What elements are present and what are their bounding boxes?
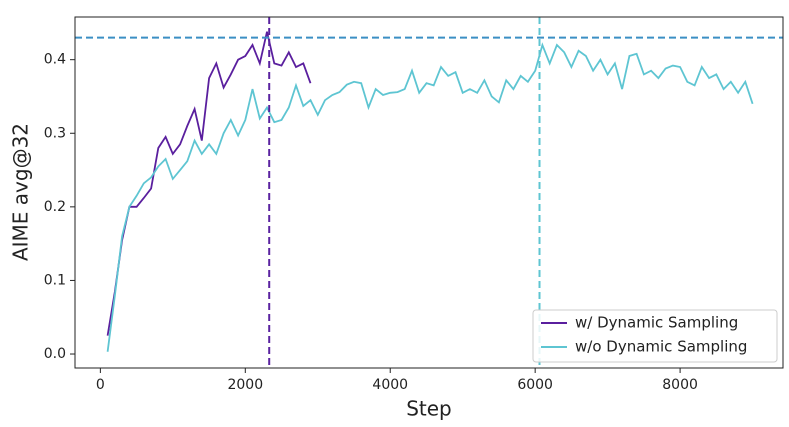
x-axis-title: Step bbox=[406, 397, 452, 421]
legend: w/ Dynamic Sampling w/o Dynamic Sampling bbox=[532, 309, 778, 363]
x-tick-label: 4000 bbox=[372, 377, 408, 393]
y-axis-title: AIME avg@32 bbox=[9, 123, 33, 261]
x-tick-label: 0 bbox=[96, 377, 105, 393]
y-tick-label: 0.1 bbox=[44, 272, 66, 288]
legend-box bbox=[532, 309, 778, 363]
legend-label: w/o Dynamic Sampling bbox=[575, 338, 747, 356]
series-line bbox=[106, 42, 754, 352]
y-tick-label: 0.4 bbox=[44, 52, 66, 68]
legend-label: w/ Dynamic Sampling bbox=[575, 314, 738, 332]
x-tick-label: 8000 bbox=[662, 377, 698, 393]
series-line bbox=[106, 31, 312, 336]
y-tick-label: 0.0 bbox=[44, 346, 66, 362]
y-tick-label: 0.3 bbox=[44, 125, 66, 141]
y-tick-label: 0.2 bbox=[44, 199, 66, 215]
plot-frame bbox=[74, 16, 784, 369]
x-tick-label: 2000 bbox=[227, 377, 263, 393]
x-tick-label: 6000 bbox=[517, 377, 553, 393]
